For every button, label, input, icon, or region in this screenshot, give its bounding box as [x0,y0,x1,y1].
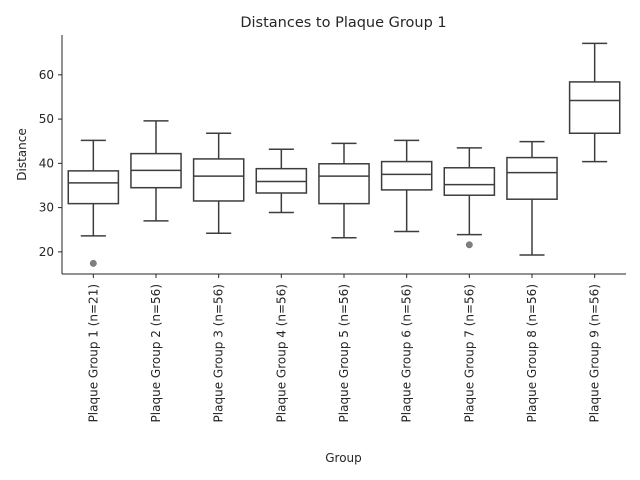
box-group [443,147,496,249]
box-group [380,139,433,233]
box-iqr [67,170,120,205]
box-group [192,132,245,235]
box-group [67,139,120,267]
chart-title: Distances to Plaque Group 1 [240,15,446,31]
x-tick-label: Plaque Group 8 (n=56) [525,284,539,422]
y-tick-label: 50 [39,112,54,126]
box-iqr [568,81,621,135]
box-iqr [318,163,370,205]
x-tick-label: Plaque Group 5 (n=56) [337,284,351,422]
x-tick-label: Plaque Group 6 (n=56) [400,284,414,422]
box-group [568,42,621,163]
x-tick-label: Plaque Group 9 (n=56) [588,284,602,422]
x-axis-label: Group [325,451,362,465]
y-tick-label: 20 [39,245,54,259]
y-tick-label: 60 [39,68,54,82]
box-iqr [380,160,433,191]
box-group [130,120,182,222]
box-iqr [192,158,245,202]
box-iqr [506,156,558,200]
outlier-point [89,259,97,267]
x-axis-ticks: Plaque Group 1 (n=21) Plaque Group 2 (n=5… [86,274,602,422]
x-tick-label: Plaque Group 2 (n=56) [149,284,163,422]
box-group [255,148,308,214]
box-iqr [443,167,496,196]
y-axis-ticks: 20 30 40 50 60 [39,68,62,259]
outlier-point [465,241,473,249]
x-tick-label: Plaque Group 1 (n=21) [86,284,100,422]
y-tick-label: 40 [39,156,54,170]
plot-area [67,42,621,267]
x-tick-label: Plaque Group 4 (n=56) [274,284,288,422]
box-group [506,140,558,256]
x-tick-label: Plaque Group 3 (n=56) [212,284,226,422]
x-tick-label: Plaque Group 7 (n=56) [462,284,476,422]
y-tick-label: 30 [39,201,54,215]
box-group [318,142,370,239]
y-axis-label: Distance [15,128,29,180]
